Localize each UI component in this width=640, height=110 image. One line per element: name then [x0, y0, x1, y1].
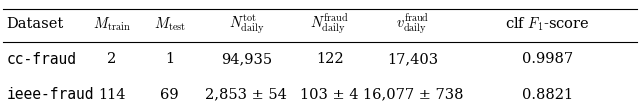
Text: $M_{\mathrm{train}}$: $M_{\mathrm{train}}$	[93, 16, 131, 33]
Text: $M_{\mathrm{test}}$: $M_{\mathrm{test}}$	[154, 16, 186, 33]
Text: 114: 114	[99, 88, 125, 102]
Text: 94,935: 94,935	[221, 52, 272, 66]
Text: 122: 122	[316, 52, 344, 66]
Text: 1: 1	[165, 52, 174, 66]
Text: clf $F_{1}$-score: clf $F_{1}$-score	[505, 16, 589, 33]
Text: $N^{\mathrm{fraud}}_{\mathrm{daily}}$: $N^{\mathrm{fraud}}_{\mathrm{daily}}$	[310, 12, 349, 36]
Text: 17,403: 17,403	[387, 52, 438, 66]
Text: Dataset: Dataset	[6, 17, 63, 31]
Text: 0.9987: 0.9987	[522, 52, 573, 66]
Text: 0.8821: 0.8821	[522, 88, 573, 102]
Text: 2: 2	[108, 52, 116, 66]
Text: cc-fraud: cc-fraud	[6, 52, 76, 67]
Text: ieee-fraud: ieee-fraud	[6, 87, 94, 102]
Text: 2,853 ± 54: 2,853 ± 54	[205, 88, 287, 102]
Text: 16,077 ± 738: 16,077 ± 738	[362, 88, 463, 102]
Text: 69: 69	[160, 88, 179, 102]
Text: $N^{\mathrm{tot}}_{\mathrm{daily}}$: $N^{\mathrm{tot}}_{\mathrm{daily}}$	[228, 13, 264, 36]
Text: 103 ± 4: 103 ± 4	[300, 88, 359, 102]
Text: $v^{\mathrm{fraud}}_{\mathrm{daily}}$: $v^{\mathrm{fraud}}_{\mathrm{daily}}$	[396, 12, 429, 36]
